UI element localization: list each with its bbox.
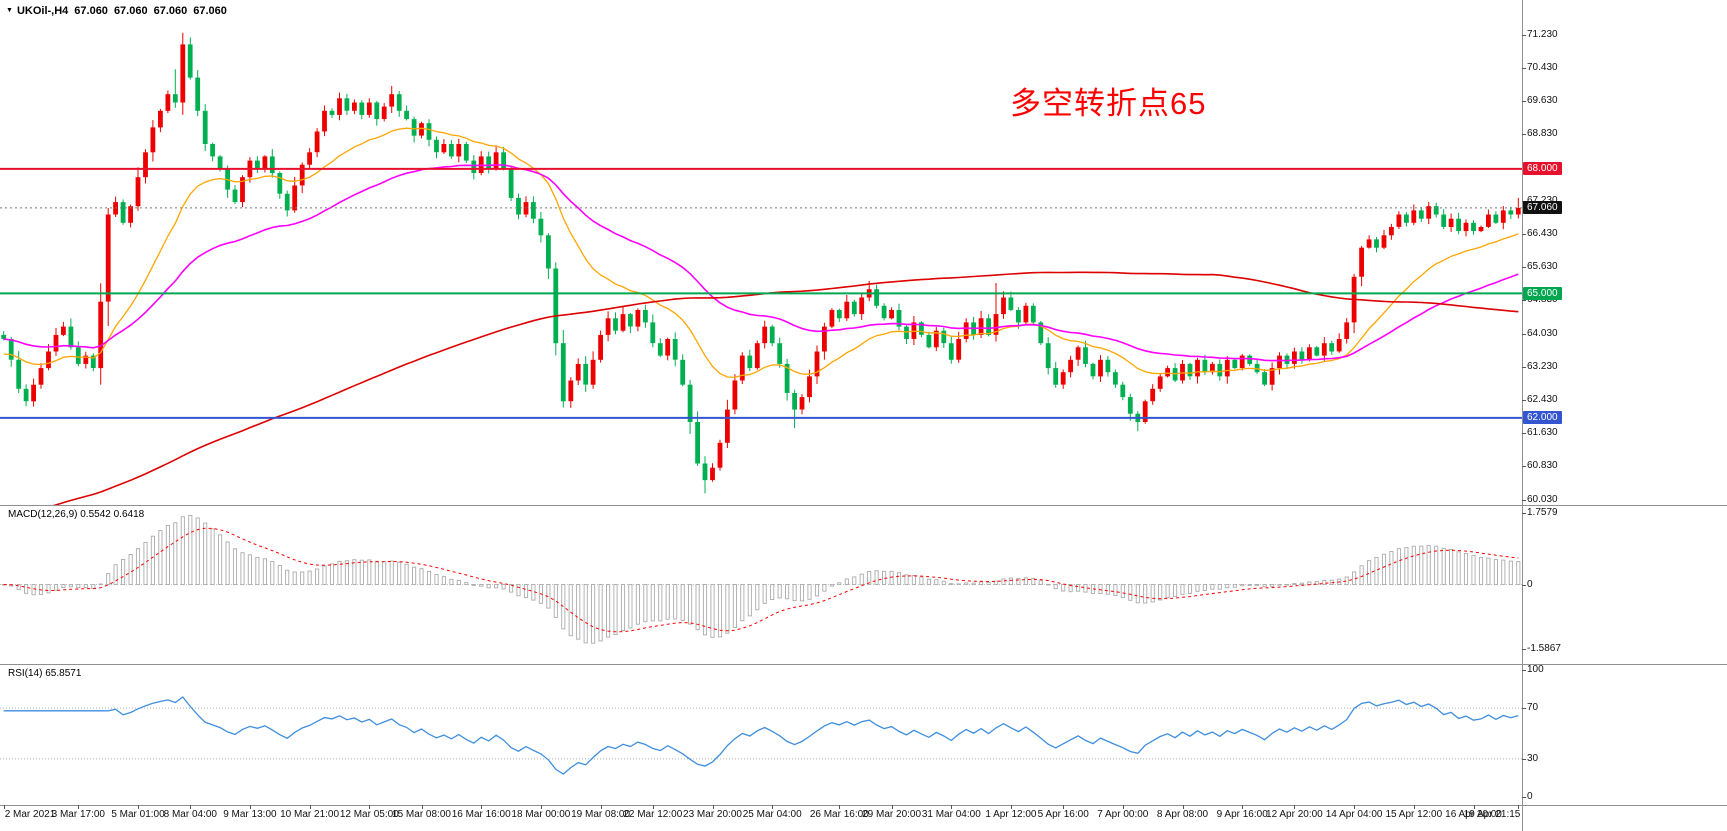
- price-badge: 68.000: [1523, 162, 1562, 176]
- ohlc-open: 67.060: [74, 5, 108, 17]
- price-axis-label: 62.430: [1527, 394, 1558, 405]
- time-axis-label: 19 Apr 21:15: [1463, 809, 1521, 820]
- main-chart-pane[interactable]: [0, 0, 1522, 505]
- ohlc-high: 67.060: [113, 5, 148, 17]
- time-axis-label: 3 Mar 17:00: [51, 809, 105, 820]
- pane-separator-macd-rsi[interactable]: [0, 664, 1727, 665]
- time-axis-label: 5 Mar 01:00: [111, 809, 165, 820]
- time-axis-label: 12 Apr 20:00: [1266, 809, 1323, 820]
- rsi-value: 65.8571: [45, 668, 82, 679]
- price-axis-label: 65.630: [1527, 261, 1558, 273]
- time-axis-label: 25 Mar 04:00: [742, 809, 802, 820]
- time-axis-label: 19 Mar 08:00: [571, 809, 631, 820]
- time-axis-label: 1 Apr 12:00: [985, 809, 1037, 820]
- time-axis-label: 16 Apr 20:00: [1445, 809, 1502, 820]
- time-axis-label: 8 Mar 04:00: [163, 809, 217, 820]
- symbol-timeframe-label: UKOil-,H4: [16, 5, 69, 17]
- price-axis-label: 69.630: [1527, 95, 1558, 107]
- rsi-axis-label: 0: [1527, 791, 1533, 802]
- rsi-indicator-pane[interactable]: [0, 664, 1522, 805]
- time-axis-label: 14 Apr 04:00: [1325, 809, 1383, 820]
- macd-axis-label: 1.7579: [1527, 507, 1558, 519]
- collapse-triangle-icon[interactable]: ▼: [6, 7, 13, 14]
- time-axis-label: 12 Mar 05:00: [339, 809, 399, 820]
- price-axis-label: 64.830: [1527, 294, 1558, 306]
- macd-values: 0.5542 0.6418: [80, 509, 145, 520]
- price-axis-label: 61.630: [1527, 427, 1558, 439]
- price-axis-label: 60.830: [1527, 460, 1558, 472]
- macd-axis-label: -1.5867: [1527, 642, 1561, 654]
- time-axis-label: 8 Apr 08:00: [1156, 809, 1209, 820]
- price-badge: 62.000: [1523, 411, 1562, 425]
- time-axis-label: 15 Apr 12:00: [1385, 809, 1443, 820]
- price-badge: 67.060: [1523, 201, 1562, 215]
- time-axis-label: 31 Mar 04:00: [921, 809, 981, 820]
- pane-separator-main-macd[interactable]: [0, 505, 1727, 506]
- rsi-axis-label: 100: [1527, 664, 1544, 675]
- price-axis-label: 60.030: [1527, 493, 1558, 505]
- time-axis-label: 18 Mar 00:00: [511, 809, 571, 820]
- time-axis-label: 5 Apr 16:00: [1037, 809, 1089, 820]
- price-axis-label: 64.030: [1527, 327, 1558, 339]
- rsi-axis-label: 70: [1527, 702, 1539, 714]
- price-axis-separator: [1522, 0, 1523, 831]
- annotation-text: 多空转折点65: [1010, 86, 1207, 121]
- time-axis-label: 16 Mar 16:00: [451, 809, 511, 820]
- price-axis-label: 70.430: [1527, 62, 1558, 74]
- rsi-axis-label: 30: [1527, 752, 1539, 764]
- rsi-name: RSI(14): [8, 668, 43, 679]
- time-axis-label: 10 Mar 21:00: [280, 809, 340, 820]
- ohlc-close: 67.060: [193, 5, 227, 17]
- time-axis-label: 15 Mar 08:00: [392, 809, 451, 820]
- time-axis-label: 9 Mar 13:00: [223, 809, 277, 820]
- macd-label: MACD(12,26,9) 0.5542 0.6418: [8, 509, 144, 520]
- time-axis-label: 7 Apr 00:00: [1097, 809, 1149, 820]
- price-axis-label: 71.230: [1527, 28, 1558, 40]
- macd-name: MACD(12,26,9): [8, 509, 78, 520]
- price-axis-label: 63.230: [1527, 360, 1558, 372]
- time-axis-label: 23 Mar 20:00: [683, 809, 742, 820]
- price-axis-label: 67.230: [1527, 194, 1558, 206]
- time-axis-label: 26 Mar 16:00: [809, 809, 869, 820]
- price-badge: 65.000: [1523, 286, 1562, 300]
- time-axis-label: 29 Mar 20:00: [862, 809, 922, 820]
- price-axis-label: 66.430: [1527, 228, 1558, 239]
- time-axis-line: [0, 805, 1727, 806]
- time-axis-label: 22 Mar 12:00: [623, 809, 683, 820]
- time-axis-label: 2 Mar 2021: [4, 809, 56, 820]
- time-axis-label: 9 Apr 16:00: [1216, 809, 1268, 820]
- macd-indicator-pane[interactable]: [0, 505, 1522, 664]
- price-axis-label: 68.830: [1527, 128, 1558, 140]
- macd-axis-label: 0: [1527, 578, 1533, 590]
- rsi-label: RSI(14) 65.8571: [8, 668, 81, 679]
- chart-title-bar: ▼ UKOil-,H4 67.060 67.060 67.060 67.060: [6, 5, 227, 17]
- ohlc-low: 67.060: [153, 5, 188, 17]
